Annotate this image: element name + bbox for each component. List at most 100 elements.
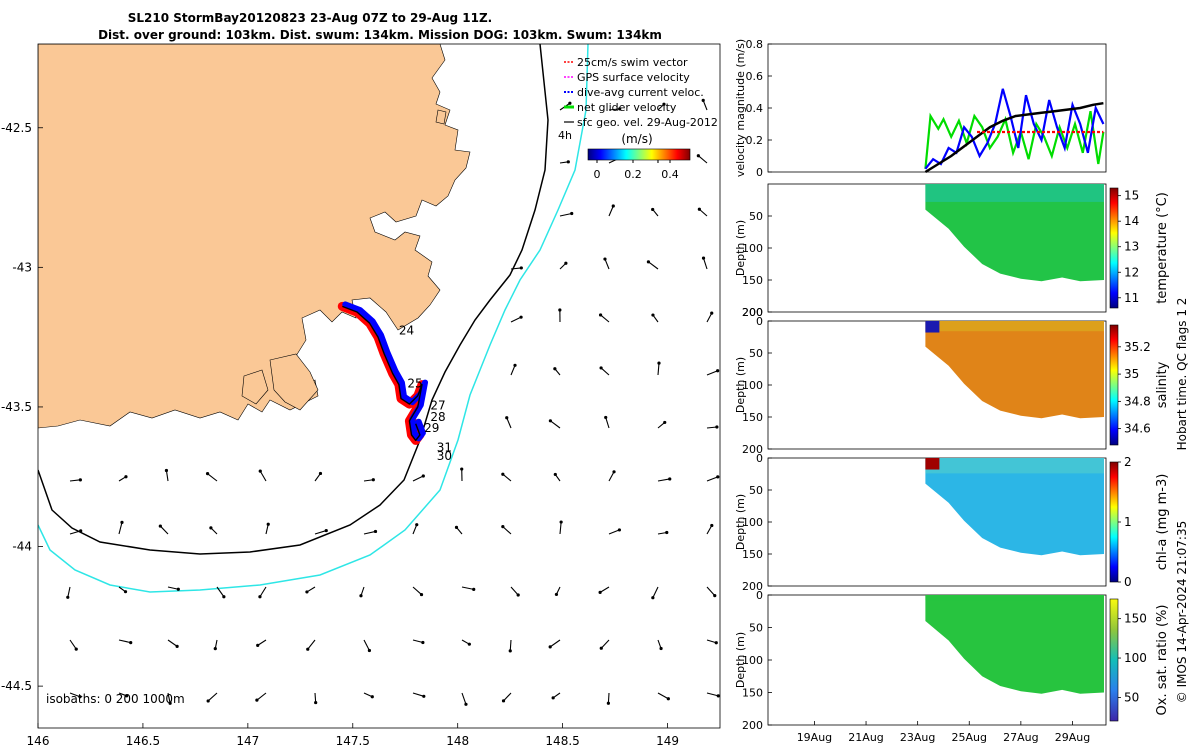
current-vector [314,530,327,535]
section-ytick-label: 100 [742,379,763,392]
section-ytick-label: 0 [756,452,763,465]
colorbar-tick-label: 34.6 [1124,422,1151,436]
current-vector-head [314,700,318,705]
current-vector [599,586,610,593]
current-vector-head [421,640,425,645]
current-vector-head [564,261,568,265]
current-vector [502,526,512,535]
section-ytick-label: 150 [742,411,763,424]
current-vector-head [603,257,607,261]
colorbar-label-2: 0.4 [661,168,679,181]
current-vector [559,212,572,217]
date-tick-label: 23Aug [900,731,935,744]
map-xtick-label: 146 [27,734,50,748]
map-ytick-label: -43.5 [1,400,32,414]
current-vector [549,639,561,648]
current-vector-head [701,256,706,260]
current-vector-head [519,266,523,270]
map-xtick-label: 149 [656,734,679,748]
section-field [925,595,1104,694]
section-ylabel: Depth (m) [734,220,747,276]
current-vector-head [256,643,260,647]
current-vector-head [666,697,670,701]
day-label: 30 [437,449,452,463]
current-vector-head [697,207,701,211]
current-vector-head [598,313,603,317]
section-ytick-label: 50 [749,484,763,497]
current-vector-head [716,694,720,698]
section-ylabel: Depth (m) [734,357,747,413]
velocity-ytick-label: 0.8 [746,38,764,51]
current-vector-head [513,363,517,367]
current-vector [216,586,225,598]
current-vector-head [419,592,424,597]
colorbar-label-1: 0.2 [624,168,642,181]
current-vector-head [516,593,520,597]
current-vector-head [559,520,563,524]
section-early-patch [925,458,940,470]
current-vector [657,363,660,376]
track-line [342,305,423,442]
imos-credit: © IMOS 14-Apr-2024 21:07:35 [1175,521,1189,704]
current-vector-head [665,530,669,535]
section-ytick-label: 150 [742,274,763,287]
isobath-label: isobaths: 0 200 1000m [46,692,185,706]
current-vector-head [158,524,162,528]
current-vector-head [176,587,180,591]
current-vector-head [258,469,262,473]
current-vector-head [324,528,328,533]
current-vector [265,524,269,535]
current-vector-head [359,594,363,598]
current-vector-head [79,529,83,533]
section-surface-layer [925,595,1104,601]
current-vector-head [659,646,663,651]
current-vector [256,692,267,701]
date-tick-label: 19Aug [797,731,832,744]
current-vector [702,100,708,111]
current-vector-head [371,478,375,482]
title-line-1: SL210 StormBay20120823 23-Aug 07Z to 29-… [128,11,492,25]
current-vector [167,692,171,704]
section-ytick-label: 200 [742,719,763,732]
current-vector-head [701,98,705,102]
date-tick-label: 21Aug [848,731,883,744]
legend-net: net glider velocity [577,101,677,114]
current-vector-head [164,468,169,473]
colorbar-tick-label: 12 [1124,265,1139,279]
current-vector-head [209,526,213,530]
current-vectors [66,98,720,706]
date-ticks: 19Aug 21Aug 23Aug 25Aug 27Aug 29Aug [797,721,1090,744]
colorbar-tick-label: 35.2 [1124,340,1151,354]
current-vector-head [553,472,557,477]
current-vector-head [305,590,309,594]
section-field [925,321,1104,419]
current-vector [259,586,267,598]
bruny-island [241,369,269,405]
current-vector [307,639,316,650]
current-vector-head [258,595,262,599]
current-vector-head [421,474,425,478]
current-vector [461,586,474,590]
current-vector-head [306,647,310,651]
current-vector [604,258,610,270]
current-vector [550,420,561,429]
current-vector [69,530,81,535]
current-vector-head [501,525,505,529]
colorbar-tick-label: 150 [1124,612,1147,626]
current-vector-head [266,522,270,526]
current-vector-head [716,475,720,479]
current-vector-head [715,425,719,429]
section-ytick-label: 100 [742,516,763,529]
glider-track [337,301,428,445]
section-surface-layer [925,184,1104,202]
current-vector-head [472,587,476,591]
current-vector-head [175,644,179,648]
current-vector-head [599,366,603,370]
colorbar-tick-label: 50 [1124,690,1139,704]
current-vector [118,639,131,644]
title-line-2: Dist. over ground: 103km. Dist. swum: 13… [98,28,662,42]
